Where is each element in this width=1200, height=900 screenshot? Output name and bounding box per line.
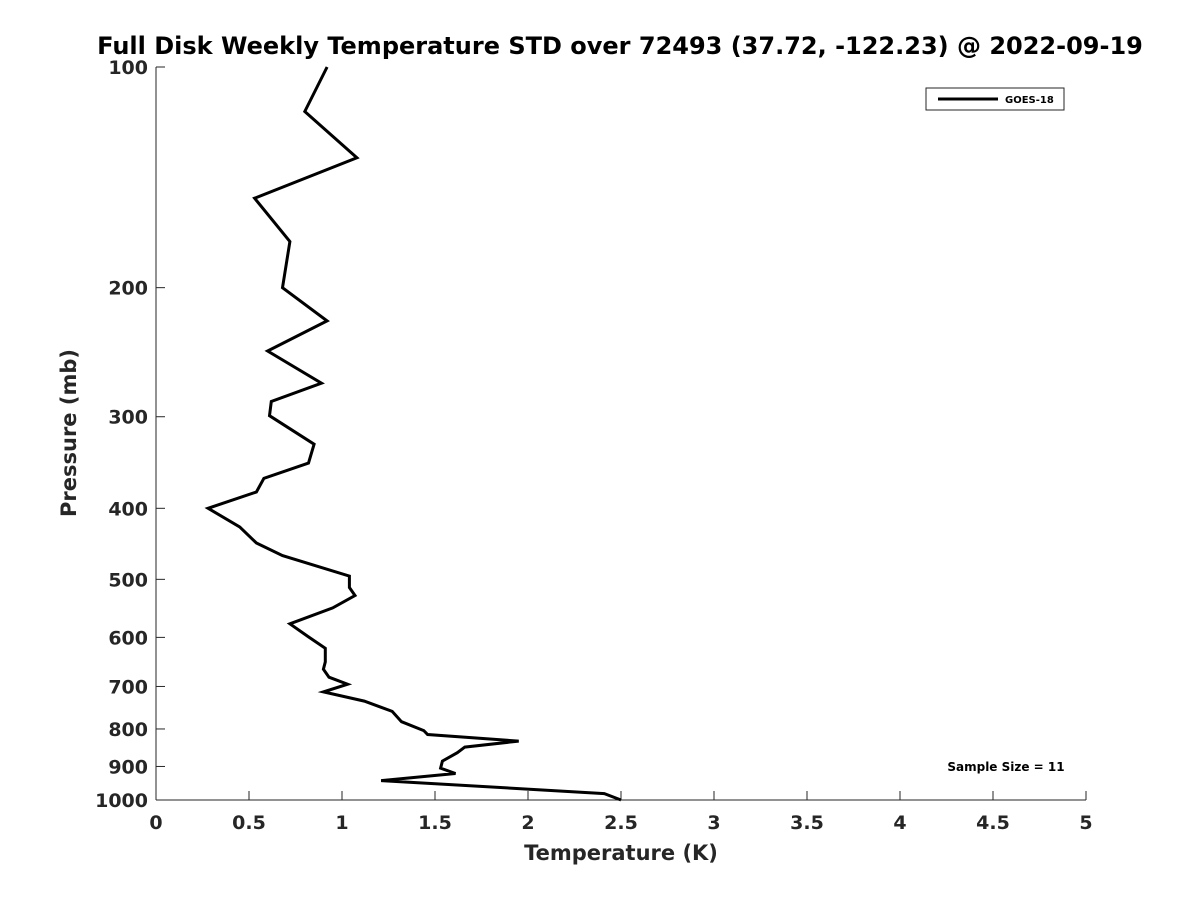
y-tick-label: 400 [108,498,148,520]
legend-label-goes-18: GOES-18 [1005,95,1054,106]
x-tick-label: 5 [1079,812,1092,834]
y-tick-label: 800 [108,719,148,741]
x-tick-label: 4.5 [976,812,1010,834]
x-tick-label: 3 [707,812,720,834]
plot-area: 0 0.5 1 1.5 2 2.5 3 3.5 4 4.5 5 100 200 300 400 500 600… [95,57,1093,834]
y-tick-label: 900 [108,756,148,778]
y-axis-ticks: 100 200 300 400 500 600 700 800 900 1000 [95,57,165,812]
x-tick-label: 1.5 [418,812,452,834]
x-tick-label: 0.5 [232,812,266,834]
x-tick-label: 2.5 [604,812,638,834]
y-tick-label: 500 [108,569,148,591]
y-tick-label: 600 [108,627,148,649]
x-tick-label: 4 [893,812,906,834]
y-tick-label: 700 [108,676,148,698]
y-tick-label: 300 [108,407,148,429]
x-tick-label: 1 [335,812,348,834]
y-tick-label: 100 [108,57,148,79]
sample-size-annotation: Sample Size = 11 [947,760,1064,774]
series-line-goes-18 [204,66,622,802]
x-tick-label: 3.5 [790,812,824,834]
y-axis-label: Pressure (mb) [57,349,81,517]
chart-title: Full Disk Weekly Temperature STD over 72… [97,32,1143,60]
x-axis-ticks: 0 0.5 1 1.5 2 2.5 3 3.5 4 4.5 5 [149,791,1093,834]
legend: GOES-18 [925,87,1065,111]
y-tick-label: 1000 [95,790,148,812]
x-tick-label: 2 [521,812,534,834]
x-axis-label: Temperature (K) [524,841,718,865]
y-tick-label: 200 [108,278,148,300]
x-tick-label: 0 [149,812,162,834]
